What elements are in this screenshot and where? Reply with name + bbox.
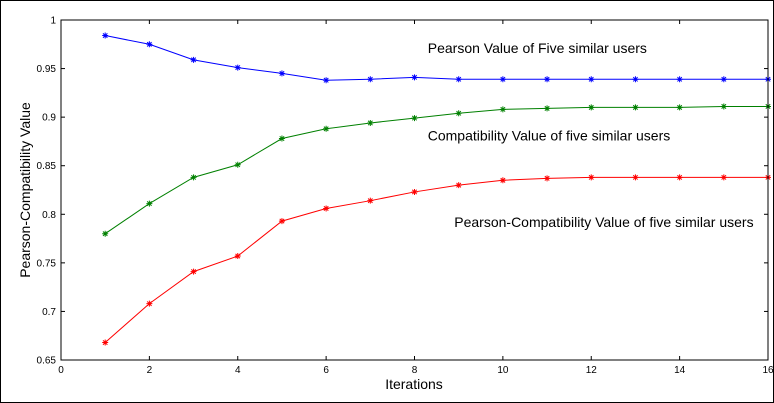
- x-axis-label: Iterations: [385, 376, 443, 392]
- data-point: [234, 253, 241, 260]
- y-tick-label: 0.75: [37, 258, 57, 269]
- data-point: [632, 104, 639, 111]
- data-point: [544, 76, 551, 83]
- data-point: [544, 105, 551, 112]
- y-tick-label: 0.9: [42, 113, 56, 124]
- data-point: [234, 64, 241, 71]
- data-point: [411, 115, 418, 122]
- series-line-2: [104, 176, 768, 343]
- x-tick-label: 8: [412, 365, 418, 376]
- data-point: [588, 174, 595, 181]
- data-point: [278, 70, 285, 77]
- axes: 0 2 4 6 8 10 12 14 16 0.65 0.7 0.75 0.8 0.85 0.9 0.95 1: [37, 16, 774, 377]
- y-tick-label: 1: [50, 16, 56, 27]
- data-point: [102, 339, 109, 346]
- y-tick-label: 0.95: [37, 64, 57, 75]
- annotation-0: Pearson Value of Five similar users: [428, 40, 647, 56]
- x-tick-label: 6: [323, 365, 329, 376]
- y-tick-label: 0.8: [42, 210, 56, 221]
- data-point: [323, 77, 330, 84]
- data-point: [102, 230, 109, 237]
- data-point: [676, 174, 683, 181]
- data-point: [632, 174, 639, 181]
- x-tick-label: 10: [497, 365, 509, 376]
- annotation-1: Compatibility Value of five similar user…: [428, 127, 670, 143]
- y-tick-label: 0.65: [37, 356, 57, 367]
- annotation-2: Pearson-Compatibility Value of five simi…: [454, 214, 753, 230]
- data-point: [499, 76, 506, 83]
- data-point: [455, 182, 462, 189]
- series-line-0: [105, 35, 768, 81]
- series-line-1: [104, 105, 768, 235]
- data-point: [102, 32, 109, 39]
- data-point: [146, 41, 153, 48]
- data-point: [234, 161, 241, 168]
- x-tick-label: 16: [762, 365, 774, 376]
- data-point: [455, 110, 462, 117]
- data-point: [455, 76, 462, 83]
- data-point: [367, 197, 374, 204]
- data-point: [676, 104, 683, 111]
- data-point: [720, 103, 727, 110]
- data-point: [411, 188, 418, 195]
- data-point: [367, 76, 374, 83]
- data-point: [499, 106, 506, 113]
- y-axis-label: Pearson-Compatibility Value: [17, 102, 33, 278]
- data-point: [190, 174, 197, 181]
- x-tick-label: 12: [586, 365, 598, 376]
- data-point: [499, 177, 506, 184]
- data-point: [278, 135, 285, 142]
- data-point: [367, 119, 374, 126]
- data-point: [720, 174, 727, 181]
- data-point: [632, 76, 639, 83]
- data-point: [190, 268, 197, 275]
- data-point: [190, 56, 197, 63]
- data-point: [588, 76, 595, 83]
- x-tick-label: 2: [147, 365, 153, 376]
- data-point: [323, 125, 330, 132]
- y-tick-label: 0.85: [37, 161, 57, 172]
- data-point: [146, 200, 153, 207]
- x-tick-label: 0: [58, 365, 64, 376]
- x-tick-label: 4: [235, 365, 241, 376]
- data-point: [588, 104, 595, 111]
- x-tick-label: 14: [674, 365, 686, 376]
- data-point: [676, 76, 683, 83]
- data-point: [278, 218, 285, 225]
- chart-marks: Pearson Value of Five similar users Compa…: [102, 32, 771, 346]
- data-point: [720, 76, 727, 83]
- y-tick-label: 0.7: [42, 307, 56, 318]
- data-point: [146, 300, 153, 307]
- data-point: [411, 74, 418, 81]
- data-point: [544, 175, 551, 182]
- data-point: [323, 205, 330, 212]
